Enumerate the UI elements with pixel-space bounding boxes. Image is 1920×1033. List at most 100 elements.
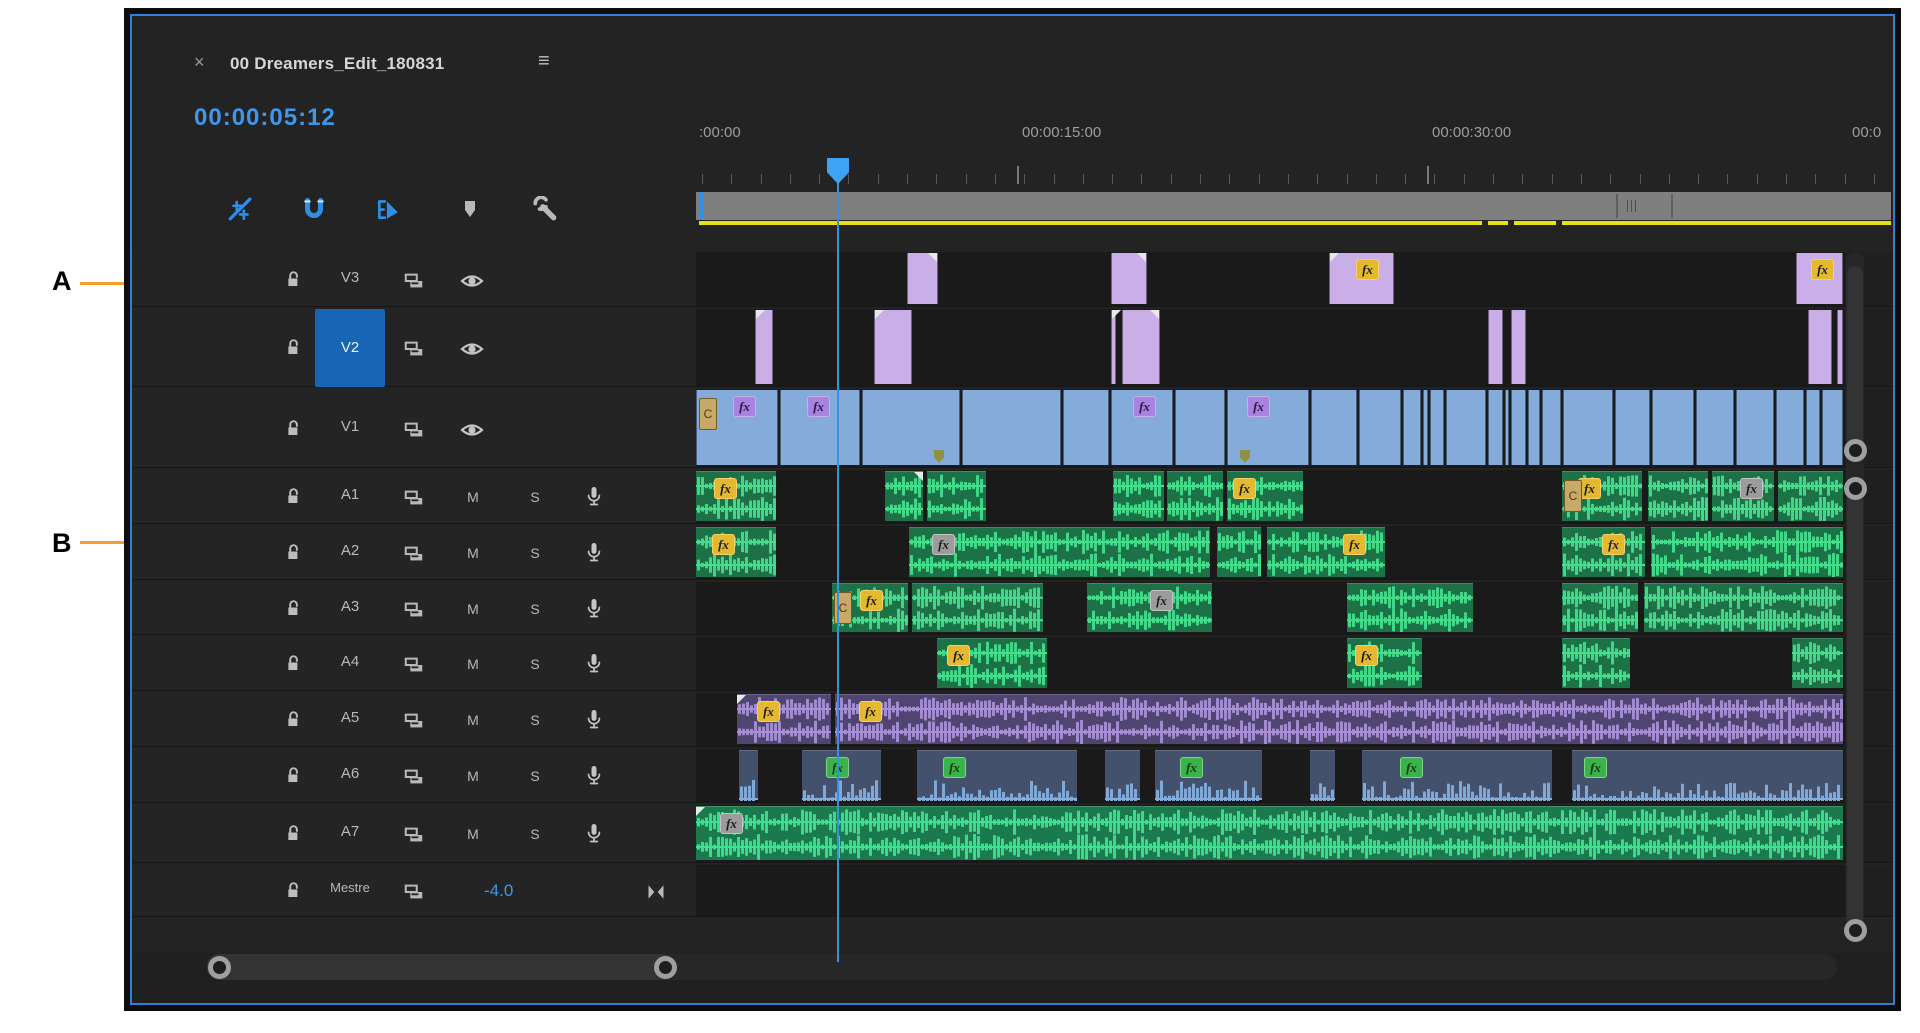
track-lock-toggle[interactable] [284,880,304,902]
clip[interactable]: fx C [696,390,778,465]
clip[interactable] [907,253,938,304]
audio-scrollbar-bottom-handle[interactable] [1844,919,1867,942]
playhead-head[interactable] [827,158,849,184]
mute-button[interactable]: M [467,768,479,784]
clip[interactable] [1837,310,1843,384]
clip[interactable] [885,471,923,521]
clip[interactable] [874,310,912,384]
track-name-mestre[interactable]: Mestre [330,880,370,895]
track-lock-toggle[interactable] [284,598,304,620]
sync-lock-toggle[interactable] [402,765,426,789]
clip[interactable] [1563,390,1613,465]
fx-badge[interactable]: fx [720,813,743,834]
clip[interactable]: fx [937,638,1047,688]
voiceover-record-button[interactable] [582,708,606,732]
clip[interactable]: fx [696,527,776,577]
video-scrollbar-handle[interactable] [1844,439,1867,462]
fx-badge[interactable]: fx [932,534,955,555]
clip[interactable] [1310,750,1335,801]
master-level-value[interactable]: -4.0 [484,881,514,900]
clip[interactable]: fx [1155,750,1262,801]
track-name-a2[interactable]: A2 [340,542,360,559]
clip[interactable] [1778,471,1843,521]
clip[interactable] [1111,310,1121,384]
clip[interactable] [1615,390,1650,465]
track-lock-toggle[interactable] [284,269,304,291]
solo-button[interactable]: S [530,545,540,561]
voiceover-record-button[interactable] [582,541,606,565]
audio-scrollbar-thumb[interactable] [1847,488,1863,930]
mute-button[interactable]: M [467,656,479,672]
track-lock-toggle[interactable] [284,486,304,508]
clip[interactable] [1359,390,1401,465]
voiceover-record-button[interactable] [582,822,606,846]
track-name-a5[interactable]: A5 [340,709,360,726]
clip[interactable]: fx [909,527,1210,577]
track-name-a3[interactable]: A3 [340,598,360,615]
snap-toggle[interactable] [301,196,327,222]
fx-badge[interactable]: fx [1343,534,1366,555]
clip[interactable] [1651,527,1843,577]
add-marker-button[interactable] [457,196,483,222]
clip[interactable] [1505,390,1509,465]
track-lock-toggle[interactable] [284,653,304,675]
clip[interactable] [1488,390,1503,465]
track-lock-toggle[interactable] [284,709,304,731]
fx-badge[interactable]: fx [943,757,966,778]
track-name-a4[interactable]: A4 [340,653,360,670]
track-output-toggle[interactable] [460,269,484,293]
fx-badge[interactable]: fx [1584,757,1607,778]
clip[interactable]: fx [1267,527,1385,577]
clip[interactable] [1776,390,1804,465]
fx-badge[interactable]: fx [1233,478,1256,499]
zoom-scrollbar[interactable] [696,192,1891,220]
clip[interactable] [1648,471,1708,521]
fx-badge[interactable]: fx [947,645,970,666]
clip[interactable]: fx [1111,390,1173,465]
clip[interactable] [1528,390,1540,465]
fx-badge[interactable]: fx [860,590,883,611]
fx-badge[interactable]: fx [757,701,780,722]
solo-button[interactable]: S [530,826,540,842]
clip[interactable] [1175,390,1225,465]
clip[interactable] [1806,390,1820,465]
clip[interactable] [1403,390,1421,465]
mute-button[interactable]: M [467,712,479,728]
mute-button[interactable]: M [467,489,479,505]
track-name-a1[interactable]: A1 [340,486,360,503]
clip[interactable] [1063,390,1109,465]
horizontal-scrollbar-right-handle[interactable] [654,956,677,979]
mute-button[interactable]: M [467,826,479,842]
clip[interactable] [1511,310,1526,384]
current-timecode[interactable]: 00:00:05:12 [194,104,336,131]
clip[interactable]: fx [1227,390,1309,465]
clip[interactable]: fx [1712,471,1774,521]
clip[interactable]: fx [1796,253,1843,304]
video-scrollbar-thumb[interactable] [1847,266,1863,450]
fx-badge[interactable]: fx [1133,396,1156,417]
clip[interactable] [1652,390,1694,465]
fx-badge[interactable]: fx [1740,478,1763,499]
fx-badge[interactable]: fx [1180,757,1203,778]
fx-badge[interactable]: fx [712,534,735,555]
panel-close-button[interactable]: × [194,52,205,72]
track-lock-toggle[interactable] [284,542,304,564]
clip[interactable] [1562,638,1630,688]
clip[interactable]: fx [835,694,1843,744]
clip[interactable] [1311,390,1357,465]
sync-lock-toggle[interactable] [402,709,426,733]
fx-badge[interactable]: fx [1400,757,1423,778]
track-name-v1[interactable]: V1 [340,418,360,435]
clip[interactable]: fx [917,750,1077,801]
track-name-v3[interactable]: V3 [340,269,360,286]
track-lock-toggle[interactable] [284,823,304,845]
fx-badge[interactable]: fx [733,396,756,417]
fx-badge[interactable]: fx [1602,534,1625,555]
fx-badge[interactable]: fx [1355,645,1378,666]
time-ruler[interactable]: :00:00 00:00:15:00 00:00:30:00 00:0 [132,124,1893,192]
clip[interactable] [739,750,758,801]
solo-button[interactable]: S [530,712,540,728]
track-name-a6[interactable]: A6 [340,765,360,782]
voiceover-record-button[interactable] [582,597,606,621]
sequence-tab-title[interactable]: 00 Dreamers_Edit_180831 [230,54,445,73]
